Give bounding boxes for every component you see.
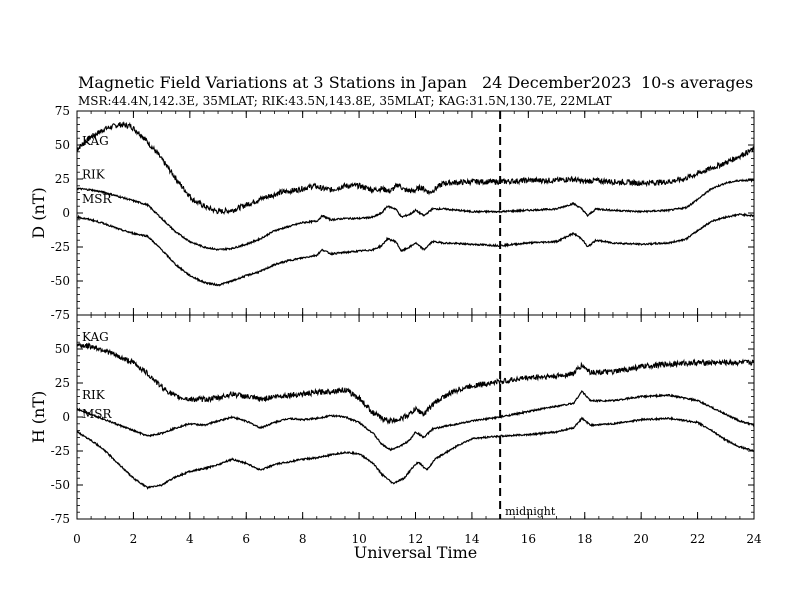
y-axis-label-d: D (nT) [29, 187, 48, 238]
x-tick-label: 2 [130, 532, 138, 546]
midnight-label: midnight [505, 505, 556, 518]
x-tick-label: 0 [73, 532, 81, 546]
y-tick-label: -75 [51, 512, 70, 526]
y-tick-label: 0 [62, 410, 70, 424]
series-msr-h [76, 416, 755, 490]
y-tick-label: 50 [55, 138, 70, 152]
chart-date: 24 December2023 [482, 73, 631, 92]
x-tick-label: 24 [746, 532, 762, 546]
y-tick-label: 50 [55, 342, 70, 356]
series-kag-h [76, 342, 755, 425]
y-tick-label: -75 [51, 308, 70, 322]
series-label-rik: RIK [82, 168, 106, 182]
series-label-kag: KAG [82, 330, 109, 344]
x-axis-label: Universal Time [354, 543, 477, 562]
x-tick-label: 10 [351, 532, 366, 546]
series-label-kag: KAG [82, 134, 109, 148]
y-tick-label: 75 [55, 104, 70, 118]
series-label-msr: MSR [82, 192, 113, 206]
x-tick-label: 6 [242, 532, 250, 546]
x-tick-label: 12 [408, 532, 423, 546]
series-rik-h [76, 389, 755, 452]
series-label-msr: MSR [82, 407, 113, 421]
panel-d: 75 50 25 0 -25 -50 -75 D (nT) KAG RIK MSR [29, 104, 755, 322]
chart-averaging: 10-s averages [641, 73, 753, 92]
y-tick-label: -25 [51, 240, 70, 254]
x-tick-label: 8 [299, 532, 307, 546]
series-rik-d [76, 178, 755, 252]
series-label-rik: RIK [82, 388, 106, 402]
chart-title: Magnetic Field Variations at 3 Stations … [78, 73, 467, 92]
panel-h-frame [76, 314, 755, 520]
series-kag-d [76, 120, 755, 216]
x-tick-label: 14 [464, 532, 480, 546]
x-tick-label: 18 [577, 532, 592, 546]
x-tick-label: 22 [690, 532, 705, 546]
x-tick-label: 20 [634, 532, 649, 546]
y-tick-label: -50 [51, 478, 70, 492]
series-msr-d [76, 212, 755, 287]
y-tick-label: -25 [51, 444, 70, 458]
stations-line: MSR:44.4N,142.3E, 35MLAT; RIK:43.5N,143.… [78, 94, 612, 108]
y-tick-label: 25 [55, 376, 70, 390]
x-tick-label: 4 [186, 532, 194, 546]
y-tick-label: -50 [51, 274, 70, 288]
y-tick-label: 25 [55, 172, 70, 186]
x-tick-label: 16 [521, 532, 536, 546]
panel-d-frame [76, 110, 755, 316]
y-axis-label-h: H (nT) [29, 391, 48, 444]
y-tick-label: 0 [62, 206, 70, 220]
